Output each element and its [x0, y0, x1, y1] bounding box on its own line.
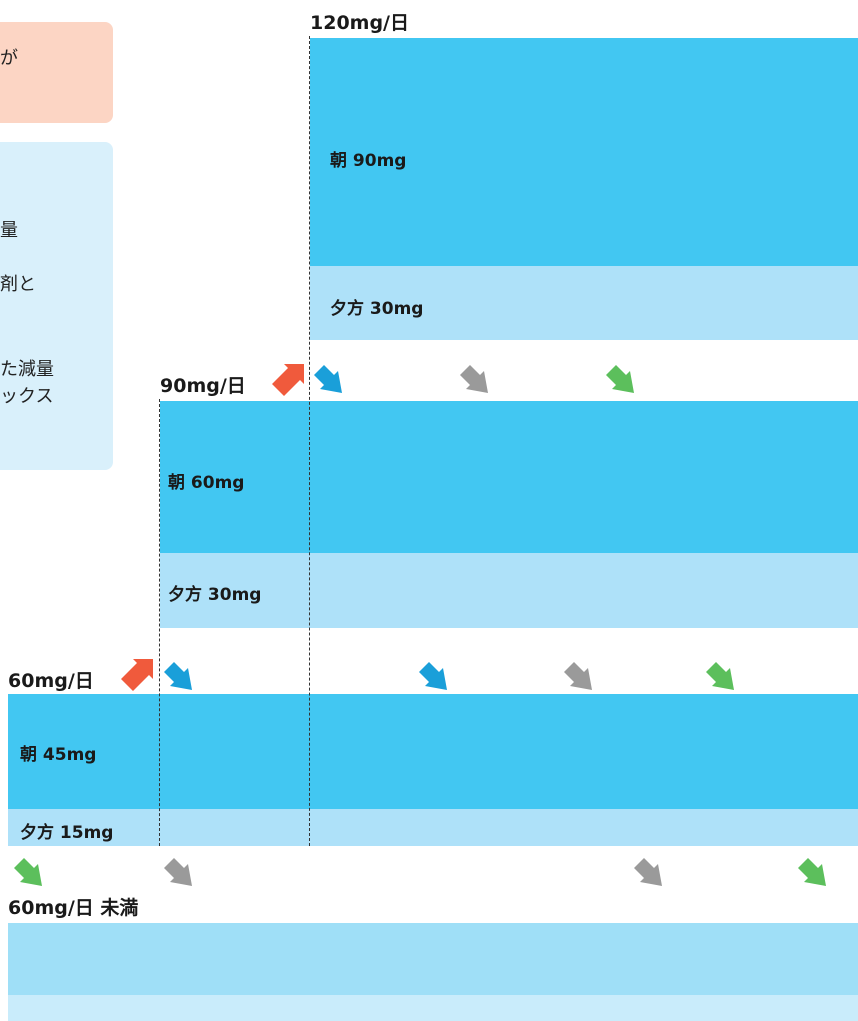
band-label-60-morning: 朝 45mg	[20, 745, 97, 765]
band-label-120-evening: 夕方 30mg	[330, 299, 424, 319]
level-label-under-60: 60mg/日 未満	[8, 897, 139, 919]
dashed-line-90-start	[159, 399, 160, 846]
decrease-arrow-gray-icon	[164, 858, 194, 888]
decrease-arrow-gray-icon	[564, 662, 594, 692]
band-60-morning	[8, 694, 858, 809]
note-box-blue	[0, 142, 113, 470]
note-blue-text-2: 剤と	[0, 274, 36, 295]
decrease-arrow-gray-icon	[460, 365, 490, 395]
band-120-morning	[310, 38, 858, 266]
decrease-arrow-green-icon	[798, 858, 828, 888]
band-90-morning	[160, 401, 858, 553]
decrease-arrow-blue-icon	[164, 662, 194, 692]
band-under60-evening	[8, 995, 858, 1021]
level-label-90: 90mg/日	[160, 375, 246, 397]
band-120-evening	[310, 266, 858, 340]
band-60-evening	[8, 809, 858, 846]
band-label-60-evening: 夕方 15mg	[20, 823, 114, 843]
decrease-arrow-blue-icon	[314, 365, 344, 395]
level-label-60: 60mg/日	[8, 670, 94, 692]
band-90-evening	[160, 553, 858, 628]
decrease-arrow-green-icon	[706, 662, 736, 692]
increase-arrow-icon	[272, 362, 306, 396]
note-box-pink	[0, 22, 113, 123]
band-label-120-morning: 朝 90mg	[330, 151, 407, 171]
band-label-90-evening: 夕方 30mg	[168, 585, 262, 605]
band-label-90-morning: 朝 60mg	[168, 473, 245, 493]
decrease-arrow-green-icon	[14, 858, 44, 888]
note-blue-text-3: た減量	[0, 359, 54, 380]
increase-arrow-icon	[121, 657, 155, 691]
decrease-arrow-blue-icon	[419, 662, 449, 692]
note-blue-text-4: ックス	[0, 386, 54, 407]
note-pink-text-fragment: が	[0, 48, 18, 69]
decrease-arrow-gray-icon	[634, 858, 664, 888]
decrease-arrow-green-icon	[606, 365, 636, 395]
band-under60-morning	[8, 923, 858, 995]
note-blue-text-1: 量	[0, 220, 18, 241]
dashed-line-120-start	[309, 36, 310, 846]
level-label-120: 120mg/日	[310, 12, 409, 34]
